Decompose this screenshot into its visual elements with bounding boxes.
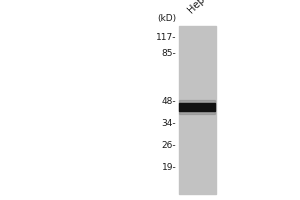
Bar <box>178 26 216 194</box>
Bar <box>179 103 214 111</box>
Bar <box>179 111 214 114</box>
Text: 48-: 48- <box>162 97 176 106</box>
Text: HepG2: HepG2 <box>186 0 217 15</box>
Text: 85-: 85- <box>162 48 176 58</box>
Text: 117-: 117- <box>156 32 176 42</box>
Text: (kD): (kD) <box>157 14 176 22</box>
Text: 19-: 19- <box>162 162 176 171</box>
Text: 26-: 26- <box>162 140 176 149</box>
Text: 34-: 34- <box>162 118 176 128</box>
Bar <box>179 100 214 103</box>
